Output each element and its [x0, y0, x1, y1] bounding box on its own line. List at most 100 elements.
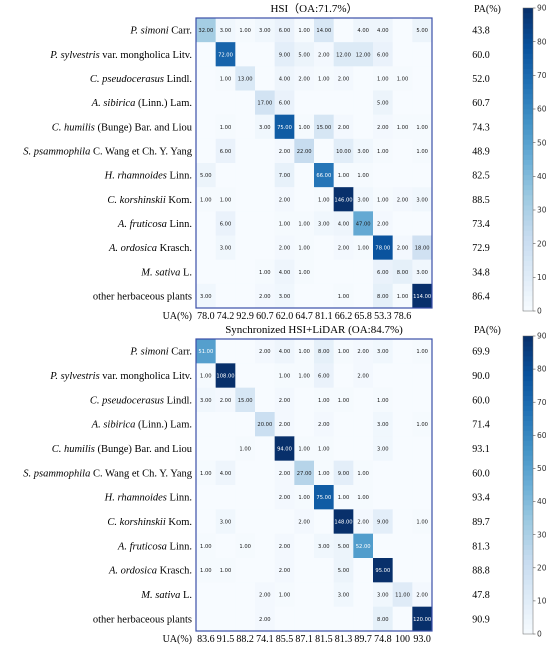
- heatmap-cell: [274, 114, 295, 140]
- cell-value: 2.00: [279, 246, 291, 252]
- pa-value: 82.5: [472, 171, 490, 182]
- colorbar-segment: [523, 220, 533, 226]
- cell-value: 2.00: [357, 520, 369, 526]
- heatmap-cell: [373, 138, 393, 164]
- heatmap-cell: [196, 509, 216, 534]
- cell-value: 2.00: [279, 495, 291, 501]
- ua-value: 83.6: [197, 634, 215, 645]
- heatmap-cell: [294, 259, 315, 285]
- cell-value: 75.00: [316, 495, 331, 501]
- cell-value: 1.00: [397, 76, 409, 82]
- colorbar-segment: [523, 280, 533, 287]
- heatmap-cell: [333, 436, 354, 461]
- colorbar-segment: [523, 524, 533, 531]
- heatmap-cell: [373, 436, 393, 461]
- colorbar-segment: [523, 420, 533, 426]
- heatmap-panel-2: 51.00 2.00 4.00 1.00 8.00 1.00 2.00 3.00 1.00 1.0…: [23, 324, 547, 645]
- heatmap-cell: [314, 187, 334, 212]
- cell-value: 1.00: [200, 374, 212, 380]
- ua-value: 87.1: [295, 634, 313, 645]
- colorbar-segment: [523, 594, 533, 600]
- cell-value: 6.00: [318, 374, 330, 380]
- heatmap-cell: [235, 259, 256, 285]
- heatmap-cell: [392, 235, 413, 260]
- ua-value: 78.0: [197, 311, 215, 322]
- ua-value: 60.7: [256, 311, 274, 322]
- colorbar-segment: [523, 350, 533, 357]
- cell-value: 4.00: [357, 28, 369, 34]
- colorbar-segment: [523, 194, 533, 201]
- heatmap-cell: [353, 42, 374, 67]
- cell-value: 1.00: [377, 398, 389, 404]
- heatmap-cell: [314, 485, 334, 510]
- heatmap-cell: [373, 283, 393, 309]
- heatmap-cell: [412, 460, 433, 486]
- heatmap-cell: [412, 187, 433, 212]
- colorbar-segment: [523, 129, 533, 135]
- cell-value: 2.00: [259, 349, 271, 355]
- ua-value: 81.1: [315, 311, 333, 322]
- cell-value: 2.00: [279, 398, 291, 404]
- heatmap-cell: [294, 363, 315, 388]
- pa-value: 69.9: [472, 347, 490, 358]
- heatmap-cell: [196, 339, 216, 364]
- cell-value: 66.00: [316, 173, 331, 179]
- heatmap-cell: [274, 387, 295, 413]
- heatmap-cell: [373, 211, 393, 236]
- row-label: C. korshinskii Kom.: [107, 195, 192, 206]
- heatmap-cell: [255, 363, 275, 388]
- cell-value: 2.00: [298, 520, 310, 526]
- cell-value: 3.00: [220, 520, 232, 526]
- heatmap-cell: [294, 66, 315, 91]
- pa-value: 43.8: [472, 26, 490, 37]
- colorbar-segment: [523, 295, 533, 302]
- cell-value: 4.00: [338, 221, 350, 227]
- cell-value: 108.00: [216, 374, 234, 380]
- heatmap-cell: [333, 606, 354, 632]
- heatmap-cell: [294, 18, 315, 43]
- colorbar-tick-label: 60: [537, 431, 547, 440]
- row-label: M. sativa L.: [140, 590, 192, 601]
- heatmap-cell: [294, 163, 315, 188]
- colorbar-segment: [523, 134, 533, 140]
- cell-value: 120.00: [413, 617, 431, 623]
- heatmap-cell: [215, 436, 236, 461]
- colorbar-segment: [523, 305, 533, 312]
- pa-value: 93.1: [472, 444, 490, 455]
- colorbar-segment: [523, 33, 533, 39]
- colorbar-segment: [523, 103, 533, 110]
- heatmap-cell: [235, 606, 256, 632]
- heatmap-cell: [373, 90, 393, 115]
- heatmap-cell: [314, 42, 334, 67]
- colorbar-segment: [523, 450, 533, 456]
- heatmap-cell: [196, 114, 216, 140]
- heatmap-cell: [314, 211, 334, 236]
- heatmap-cell: [235, 533, 256, 559]
- heatmap-cell: [353, 533, 374, 559]
- colorbar-segment: [523, 159, 533, 165]
- heatmap-cell: [333, 259, 354, 285]
- cell-value: 51.00: [198, 349, 213, 355]
- cell-value: 1.00: [279, 374, 291, 380]
- heatmap-cell: [412, 211, 433, 236]
- ua-value: 91.5: [217, 634, 235, 645]
- pa-header: PA(%): [474, 4, 501, 15]
- colorbar-segment: [523, 260, 533, 266]
- heatmap-cell: [294, 606, 315, 632]
- heatmap-cell: [235, 211, 256, 236]
- colorbar-segment: [523, 574, 533, 580]
- colorbar-tick-label: 40: [537, 172, 547, 181]
- heatmap-cell: [314, 283, 334, 309]
- row-label: A. fruticosa Linn.: [117, 219, 192, 230]
- cell-value: 32.00: [198, 28, 213, 34]
- heatmap-cell: [274, 66, 295, 91]
- heatmap-cell: [392, 558, 413, 583]
- cell-value: 3.00: [416, 197, 428, 203]
- colorbar-segment: [523, 250, 533, 256]
- heatmap-cell: [353, 18, 374, 43]
- colorbar-tick-label: 10: [537, 596, 547, 605]
- pa-value: 73.4: [472, 219, 490, 230]
- heatmap-cell: [215, 283, 236, 309]
- cell-value: 6.00: [220, 149, 232, 155]
- cell-value: 5.00: [338, 568, 350, 574]
